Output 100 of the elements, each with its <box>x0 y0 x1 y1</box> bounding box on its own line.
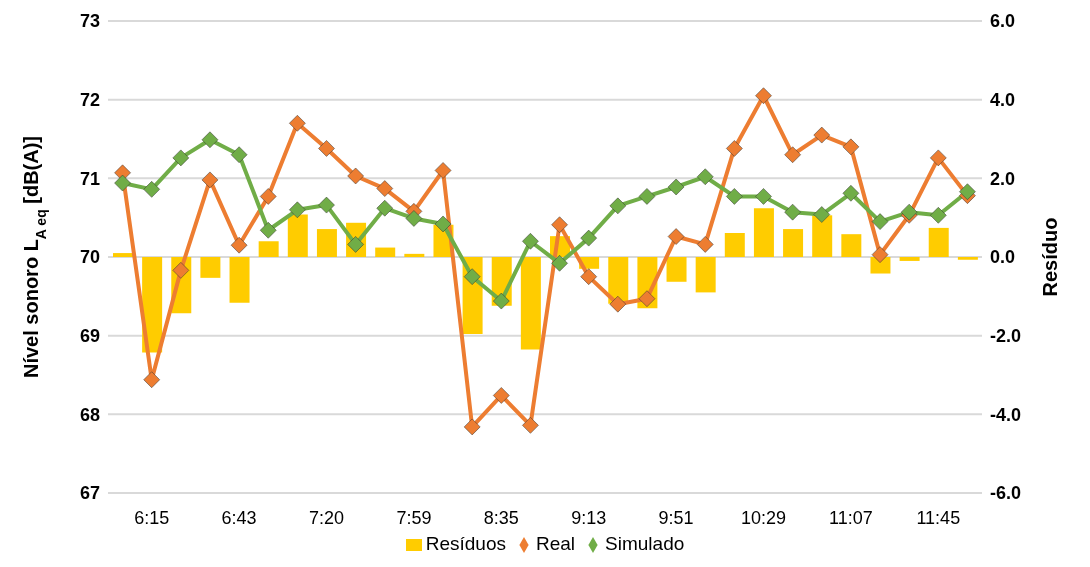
x-tick-label: 11:07 <box>829 507 873 528</box>
point <box>580 229 597 247</box>
point <box>259 222 277 239</box>
point <box>289 201 306 219</box>
point <box>172 149 190 167</box>
legend-label: Simulado <box>605 533 685 554</box>
bar <box>783 229 804 257</box>
point <box>376 180 394 197</box>
bar <box>695 257 716 293</box>
y-tick-label: 70 <box>79 247 100 268</box>
point <box>813 126 831 144</box>
x-tick-label: 9:51 <box>658 507 694 528</box>
y2-tick-label: -4.0 <box>990 404 1022 425</box>
point <box>842 185 860 202</box>
x-tick-label: 10:29 <box>740 507 787 528</box>
point <box>959 183 976 200</box>
point <box>813 206 831 223</box>
point <box>784 203 801 221</box>
point <box>900 203 918 221</box>
bar <box>724 233 745 257</box>
y-tick-label: 71 <box>79 168 100 189</box>
y-tick-label: 72 <box>79 90 100 111</box>
bar <box>316 229 337 257</box>
point <box>871 213 889 230</box>
bar <box>520 257 541 350</box>
point <box>259 188 277 205</box>
x-tick-label: 11:45 <box>916 507 961 528</box>
point <box>143 181 160 198</box>
point <box>609 295 627 313</box>
bar <box>899 257 920 261</box>
bar <box>666 257 687 282</box>
point <box>696 168 714 186</box>
point <box>318 196 335 214</box>
point <box>930 207 947 224</box>
point <box>726 188 743 205</box>
point <box>143 371 160 388</box>
bar <box>812 215 833 257</box>
y-tick-label: 69 <box>79 326 100 347</box>
bar <box>753 208 774 257</box>
point <box>230 146 248 163</box>
y2-tick-label: 6.0 <box>990 11 1016 32</box>
point <box>463 418 481 436</box>
bar <box>287 214 308 257</box>
y2-tick-label: -2.0 <box>990 326 1022 347</box>
point <box>755 87 772 104</box>
bar <box>928 227 949 257</box>
x-tick-label: 8:35 <box>483 507 519 528</box>
bar <box>957 257 978 260</box>
point <box>755 188 772 205</box>
point <box>434 162 452 179</box>
point <box>347 167 364 185</box>
x-tick-label: 7:59 <box>396 507 432 528</box>
bar <box>113 253 133 257</box>
y-tick-label: 67 <box>79 483 100 504</box>
point <box>930 149 947 167</box>
legend-label: Resíduos <box>425 533 506 554</box>
y2-axis-title: Resíduo <box>1039 217 1061 297</box>
bar <box>841 234 862 257</box>
point <box>842 138 860 156</box>
point <box>493 387 510 404</box>
point <box>114 174 131 192</box>
bar <box>375 247 396 257</box>
point <box>201 131 219 149</box>
point <box>609 197 627 215</box>
bar <box>200 257 221 278</box>
point <box>376 199 394 217</box>
legend-label: Real <box>535 533 576 554</box>
point <box>784 146 801 163</box>
point <box>289 115 306 132</box>
x-tick-label: 6:43 <box>221 507 257 528</box>
point <box>580 268 597 285</box>
point <box>463 268 481 285</box>
point <box>551 216 568 233</box>
point <box>405 210 423 227</box>
point <box>726 140 743 157</box>
y-tick-label: 73 <box>79 11 100 32</box>
y2-tick-label: 0.0 <box>990 247 1016 268</box>
point <box>522 417 539 434</box>
point <box>667 228 685 245</box>
point <box>551 255 568 272</box>
point <box>522 233 539 250</box>
bar <box>229 257 250 303</box>
x-tick-label: 6:15 <box>134 507 170 528</box>
point <box>434 215 452 233</box>
y2-tick-label: -6.0 <box>990 483 1022 504</box>
y-tick-label: 68 <box>79 404 100 425</box>
point <box>230 236 248 254</box>
point <box>638 290 656 307</box>
point <box>871 246 889 263</box>
point <box>638 188 656 205</box>
point <box>667 178 685 196</box>
point <box>172 262 190 279</box>
point <box>493 292 510 310</box>
y2-tick-label: 4.0 <box>990 90 1016 111</box>
bar <box>258 241 279 257</box>
point <box>201 171 219 189</box>
point <box>696 236 714 253</box>
bar <box>404 253 425 257</box>
point <box>318 140 335 157</box>
y2-tick-label: 2.0 <box>990 168 1016 189</box>
